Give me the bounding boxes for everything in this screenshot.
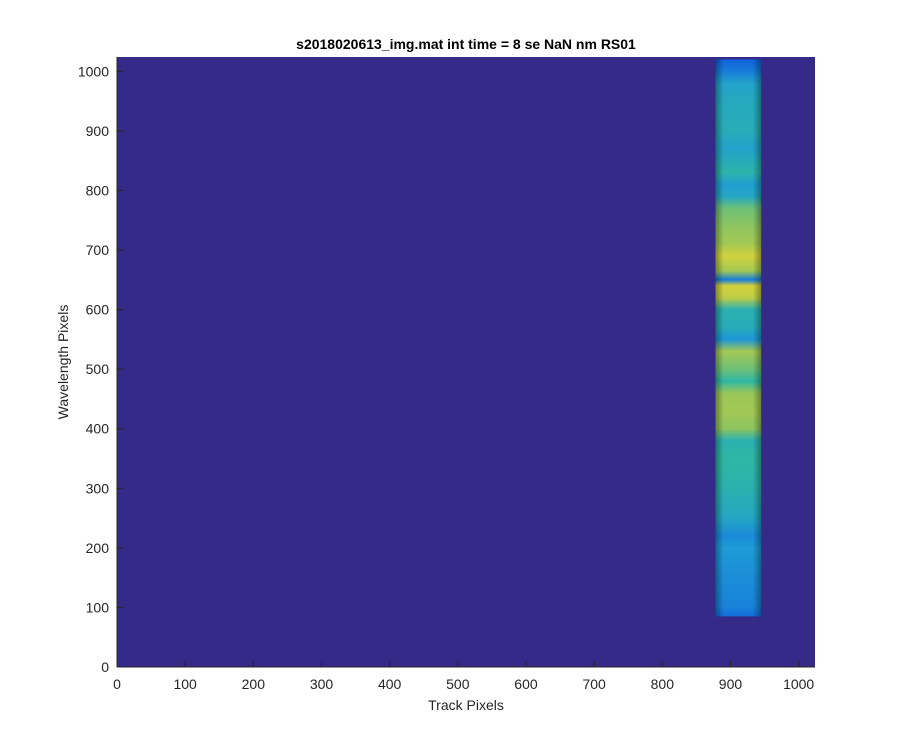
x-tick-label: 100 — [173, 676, 197, 692]
y-tick-label: 300 — [86, 480, 110, 496]
x-tick-label: 800 — [651, 676, 675, 692]
track-edge-shading — [715, 59, 762, 617]
plot-area — [117, 57, 815, 667]
y-tick-label: 600 — [86, 302, 110, 318]
y-tick-label: 900 — [86, 123, 110, 139]
y-tick-label: 1000 — [78, 63, 109, 79]
y-tick-label: 700 — [86, 242, 110, 258]
y-tick-label: 0 — [101, 659, 109, 675]
y-axis-label: Wavelength Pixels — [55, 305, 71, 420]
x-tick-label: 700 — [582, 676, 606, 692]
x-tick-label: 400 — [378, 676, 402, 692]
y-tick-label: 500 — [86, 361, 110, 377]
x-tick-label: 300 — [310, 676, 334, 692]
x-tick-label: 500 — [446, 676, 470, 692]
y-tick-label: 400 — [86, 421, 110, 437]
x-tick-label: 200 — [242, 676, 266, 692]
chart-title: s2018020613_img.mat int time = 8 se NaN … — [296, 36, 636, 52]
x-tick-label: 600 — [514, 676, 538, 692]
x-tick-label: 1000 — [783, 676, 814, 692]
y-tick-label: 800 — [86, 182, 110, 198]
y-tick-label: 100 — [86, 599, 110, 615]
x-axis-label: Track Pixels — [428, 697, 504, 713]
x-tick-label: 900 — [719, 676, 743, 692]
y-tick-label: 200 — [86, 540, 110, 556]
x-tick-label: 0 — [113, 676, 121, 692]
